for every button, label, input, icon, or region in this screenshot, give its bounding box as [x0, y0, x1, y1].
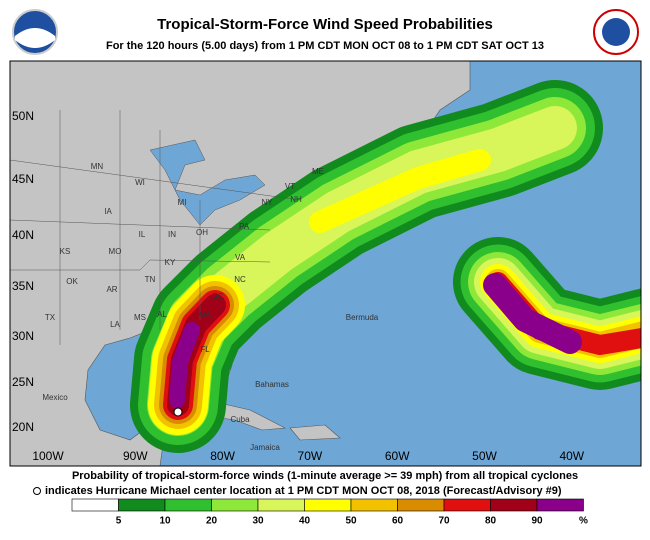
- legend-swatch: [257, 498, 305, 512]
- coordinate-labels: 50N 45N 40N 35N 30N 25N 20N 100W 90W 80W 70W 60W 50W…: [12, 109, 585, 463]
- place-label: IL: [139, 230, 146, 239]
- place-label: MI: [178, 198, 187, 207]
- legend-label: 60: [392, 516, 404, 527]
- lon-label: 90W: [123, 449, 148, 463]
- legend-swatch: [443, 498, 491, 512]
- place-label: NH: [290, 195, 302, 204]
- legend-swatch: [211, 498, 259, 512]
- place-label: Jamaica: [250, 443, 280, 452]
- swath-band: [309, 149, 491, 233]
- place-label: KY: [165, 258, 176, 267]
- legend-label: 10: [159, 516, 171, 527]
- place-label: Cuba: [230, 415, 250, 424]
- lon-label: 100W: [32, 449, 64, 463]
- legend-label: 80: [485, 516, 497, 527]
- place-label: TX: [45, 313, 56, 322]
- legend-label: 70: [438, 516, 450, 527]
- center-symbol: [33, 487, 41, 495]
- legend-label: 5: [116, 516, 122, 527]
- legend-label: %: [579, 516, 588, 527]
- title: Tropical-Storm-Force Wind Speed Probabil…: [157, 16, 493, 33]
- place-label: MO: [109, 247, 122, 256]
- place-label: WI: [135, 178, 145, 187]
- legend-swatch: [397, 498, 445, 512]
- place-label: GA: [199, 310, 211, 319]
- probability-swaths: [130, 80, 641, 453]
- place-label: PA: [239, 222, 250, 231]
- swath-band: [483, 273, 582, 354]
- legend-swatch: [71, 498, 119, 512]
- place-label: FL: [200, 345, 210, 354]
- place-label: Bahamas: [255, 380, 289, 389]
- great-lakes: [149, 139, 266, 226]
- legend-label: 40: [299, 516, 311, 527]
- lon-label: 50W: [472, 449, 497, 463]
- lon-label: 70W: [298, 449, 323, 463]
- place-label: NC: [234, 275, 246, 284]
- legend-label: 30: [252, 516, 264, 527]
- place-label: Bermuda: [346, 313, 379, 322]
- place-label: KS: [60, 247, 71, 256]
- lon-label: 60W: [385, 449, 410, 463]
- map-frame: [9, 60, 642, 467]
- legend-label: 20: [206, 516, 218, 527]
- subtitle: For the 120 hours (5.00 days) from 1 PM …: [106, 40, 544, 52]
- place-label: OH: [196, 228, 208, 237]
- place-label: NY: [261, 198, 273, 207]
- lat-label: 30N: [12, 329, 34, 343]
- legend-swatch: [536, 498, 584, 512]
- noaa-logo: [12, 9, 58, 55]
- lon-label: 80W: [210, 449, 235, 463]
- legend-swatch: [350, 498, 398, 512]
- legend-swatch: [490, 498, 538, 512]
- map: MN WI MI IA IL IN OH PA NY VT NH ME KS MO KY VA OK AR TN NC…: [10, 61, 641, 466]
- place-label: IA: [104, 207, 112, 216]
- lat-label: 40N: [12, 228, 34, 242]
- legend-label: 50: [345, 516, 357, 527]
- lat-label: 45N: [12, 172, 34, 186]
- place-label: TN: [145, 275, 156, 284]
- place-label: SC: [212, 292, 223, 301]
- nws-logo: [593, 9, 639, 55]
- place-label: IN: [168, 230, 176, 239]
- legend-label: 90: [531, 516, 543, 527]
- place-label: Mexico: [42, 393, 68, 402]
- place-label: AR: [106, 285, 117, 294]
- legend-swatch: [304, 498, 352, 512]
- lon-label: 40W: [559, 449, 584, 463]
- lat-label: 25N: [12, 375, 34, 389]
- place-labels: MN WI MI IA IL IN OH PA NY VT NH ME KS MO KY VA OK AR TN NC…: [42, 162, 378, 452]
- swath-band: [169, 322, 200, 408]
- place-label: ME: [312, 167, 324, 176]
- legend-swatch: [118, 498, 166, 512]
- place-label: MS: [134, 313, 146, 322]
- lat-label: 35N: [12, 279, 34, 293]
- footer-line1: Probability of tropical-storm-force wind…: [72, 470, 578, 482]
- hispaniola: [289, 424, 341, 441]
- storm-center: [173, 407, 183, 417]
- place-label: MN: [91, 162, 104, 171]
- place-label: AL: [157, 310, 167, 319]
- legend: 5 10 20 30 40 50 60 70 80 90%: [71, 498, 588, 527]
- lat-label: 50N: [12, 109, 34, 123]
- state-borders: [10, 110, 301, 345]
- place-label: VA: [235, 253, 246, 262]
- footer-line2: indicates Hurricane Michael center locat…: [45, 485, 562, 497]
- place-label: OK: [66, 277, 78, 286]
- legend-swatch: [164, 498, 212, 512]
- place-label: VT: [285, 182, 295, 191]
- place-label: LA: [110, 320, 120, 329]
- lat-label: 20N: [12, 420, 34, 434]
